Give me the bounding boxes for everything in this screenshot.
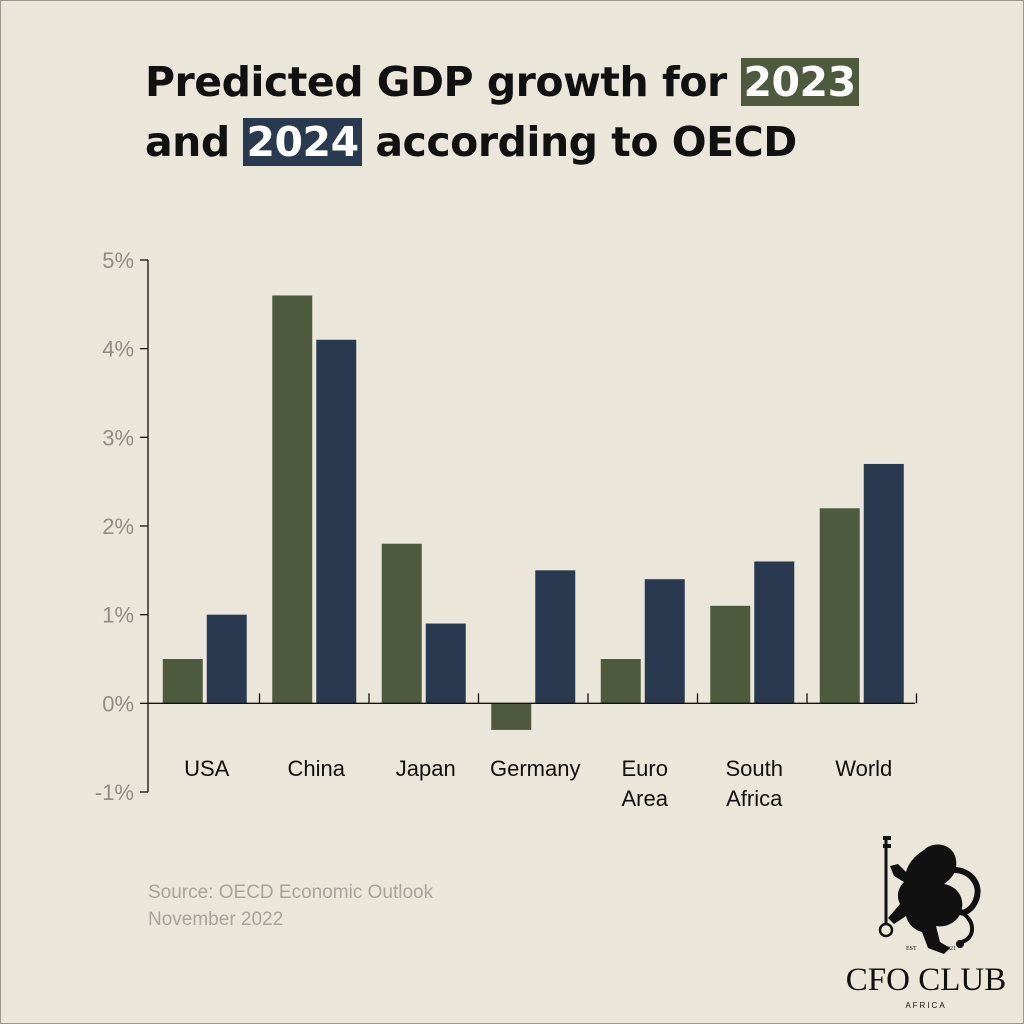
chart-title: Predicted GDP growth for 2023 and 2024 a… [145,52,859,172]
y-tick-label: 3% [102,425,134,450]
title-line-1: Predicted GDP growth for 2023 [145,52,859,112]
bar-2024-2 [425,623,466,704]
bar-2023-2 [381,543,422,704]
source-line-1: Source: OECD Economic Outlook [148,882,434,903]
x-category-label: Japan [396,756,456,781]
bar-2024-4 [644,579,685,704]
bar-2023-0 [162,659,203,704]
y-tick-label: 0% [102,691,134,716]
bar-2023-4 [600,659,641,704]
bar-2023-6 [819,508,860,704]
bar-2024-3 [535,570,576,704]
bar-2023-1 [272,295,313,704]
x-category-label: USA [184,756,230,781]
x-category-label: World [835,756,892,781]
lion-emblem-icon: EST 2021 [878,836,981,954]
bar-2024-6 [863,463,904,704]
x-category-label: China [288,756,346,781]
source-line-2: November 2022 [148,909,284,930]
source-note: Source: OECD Economic Outlook November 2… [148,879,433,933]
bar-chart: -1% 0% 1% 2% 3% 4% 5% USA China Japan Germany Euro A… [95,248,918,811]
title-line-2: and 2024 according to OECD [145,112,859,172]
bar-2024-1 [316,339,357,704]
y-tick-label: 5% [102,248,134,273]
legend-2023-highlight: 2023 [740,58,859,106]
logo-est: EST [906,946,917,952]
title-line1-prefix: Predicted GDP growth for [145,58,741,106]
x-category-label: Germany [490,756,580,781]
logo-subtitle: AFRICA [905,1001,947,1010]
y-tick-label: 4% [102,337,134,362]
bar-2023-5 [710,605,751,704]
y-tick-label: -1% [95,780,134,805]
y-tick-label: 1% [102,603,134,628]
bar-2024-0 [206,614,247,704]
logo-year: 2021 [944,946,956,952]
legend-2024-highlight: 2024 [243,118,362,166]
bar-2023-3 [491,703,532,730]
y-tick-label: 2% [102,514,134,539]
logo-wordmark: CFO CLUB [845,962,1007,998]
cfo-club-logo: EST 2021 CFO CLUB AFRICA [836,830,1016,1015]
title-line2-prefix: and [145,118,244,166]
x-category-label: South Africa [726,756,784,811]
title-line2-suffix: according to OECD [361,118,797,166]
bar-2024-5 [754,561,795,704]
x-category-label: Euro Area [622,756,669,811]
